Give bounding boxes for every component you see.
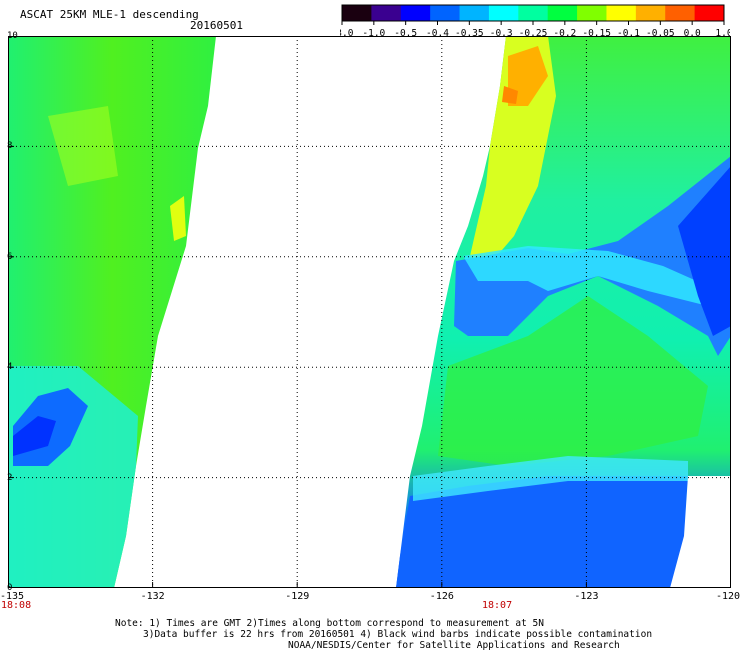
colorbar-label: -0.15	[582, 28, 611, 38]
colorbar-labels: -3.0-1.0-0.5-0.4-0.35-0.3-0.25-0.2-0.15-…	[340, 21, 730, 38]
swath-right-cyanband	[463, 246, 708, 306]
x-tick-label: -135	[0, 591, 25, 602]
map-plot	[8, 36, 731, 588]
colorbar-swatch	[371, 5, 402, 21]
colorbar-label: 0.0	[684, 28, 701, 38]
y-tick-label: 10	[7, 31, 18, 41]
time-label-right: 18:07	[482, 600, 513, 611]
plot-frame	[8, 36, 731, 588]
swath-right-orange2	[502, 86, 518, 104]
colorbar-label: -0.5	[394, 28, 417, 38]
y-tick-label: 8	[7, 141, 13, 152]
note-line-3: NOAA/NESDIS/Center for Satellite Applica…	[288, 640, 620, 651]
colorbar-swatch	[635, 5, 666, 21]
gridlines	[8, 36, 731, 588]
colorbar-label: -0.35	[455, 28, 484, 38]
time-label-left: 18:08	[1, 600, 32, 611]
colorbar-swatch	[577, 5, 607, 21]
swath-right-deepblue	[678, 166, 731, 336]
chart-title: ASCAT 25KM MLE-1 descending	[20, 8, 199, 21]
colorbar: -3.0-1.0-0.5-0.4-0.35-0.3-0.25-0.2-0.15-…	[340, 4, 730, 38]
colorbar-swatch	[606, 5, 637, 21]
swath-right-clip	[670, 476, 731, 588]
swath-left-yellow	[170, 196, 186, 241]
y-tick-label: 6	[7, 251, 13, 262]
swath-right-bottomblue	[396, 476, 688, 588]
x-tick-label: -129	[285, 591, 310, 602]
swath-left	[8, 36, 216, 588]
colorbar-swatch	[488, 5, 519, 21]
y-tick-label: 2	[7, 472, 13, 483]
colorbar-label: -0.05	[646, 28, 675, 38]
colorbar-swatch	[400, 5, 431, 21]
colorbar-label: -0.25	[519, 28, 548, 38]
colorbar-swatch	[342, 5, 372, 21]
swath-right	[396, 36, 731, 588]
colorbar-label: -0.3	[490, 28, 513, 38]
note-line-1: Note: 1) Times are GMT 2)Times along bot…	[115, 618, 544, 629]
colorbar-label: -0.1	[617, 28, 640, 38]
colorbar-swatch	[430, 5, 461, 21]
colorbar-swatch	[518, 5, 549, 21]
colorbar-swatch	[459, 5, 490, 21]
swath-left-darkblue	[13, 416, 56, 456]
swath-right-cyanstrip	[413, 456, 688, 501]
colorbar-label: -1.0	[362, 28, 385, 38]
colorbar-label: -0.4	[426, 28, 449, 38]
colorbar-label: 1.0	[715, 28, 730, 38]
x-tick-label: -132	[140, 591, 165, 602]
chart-date: 20160501	[190, 19, 243, 32]
colorbar-swatch	[547, 5, 578, 21]
note-line-2: 3)Data buffer is 22 hrs from 20160501 4)…	[143, 629, 653, 640]
colorbar-swatches	[342, 5, 725, 21]
colorbar-swatch	[694, 5, 725, 21]
x-tick-label: -126	[429, 591, 454, 602]
x-tick-label: -123	[574, 591, 599, 602]
y-tick-label: 0	[7, 583, 13, 593]
colorbar-label: -0.2	[553, 28, 576, 38]
swath-left-lightgreen	[48, 106, 118, 186]
y-tick-label: 4	[7, 362, 13, 373]
colorbar-swatch	[665, 5, 696, 21]
colorbar-label: -3.0	[340, 28, 354, 38]
swath-right-greenmid	[438, 296, 708, 466]
x-tick-label: -120	[716, 591, 740, 602]
